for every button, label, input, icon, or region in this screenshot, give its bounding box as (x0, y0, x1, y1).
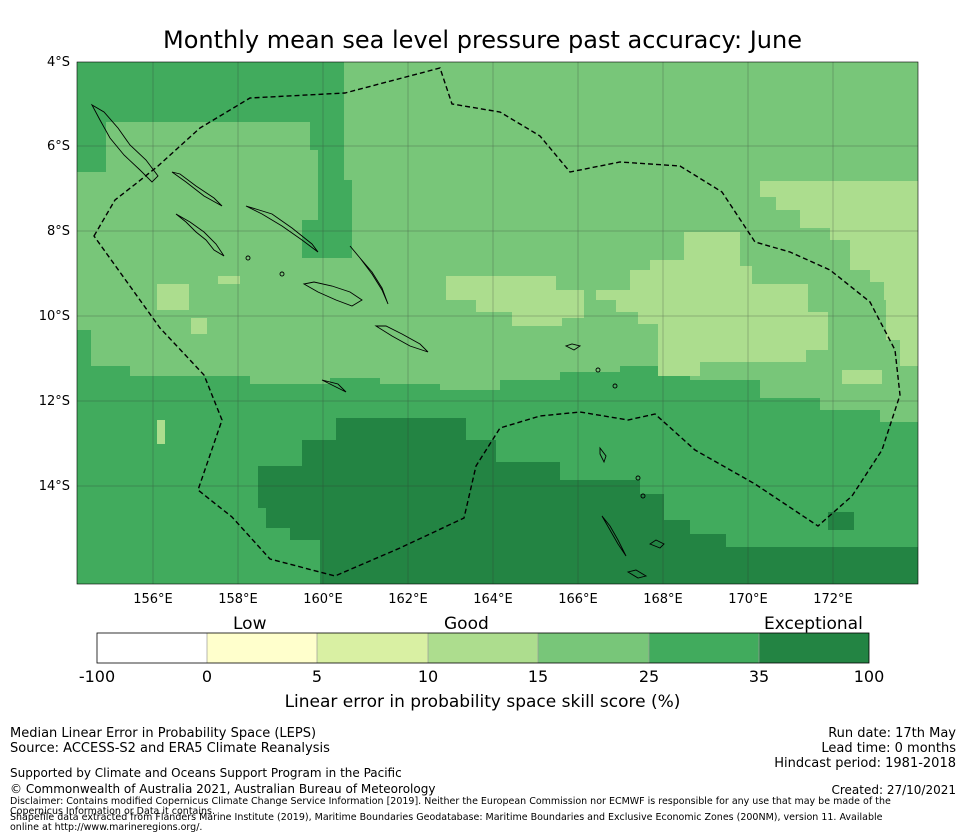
lon-label-158e: 158°E (218, 592, 258, 607)
colorbar-category-good: Good (444, 614, 489, 634)
colorbar-tick-10: 10 (417, 667, 439, 686)
map-title: Monthly mean sea level pressure past acc… (162, 26, 802, 54)
colorbar-category-exceptional: Exceptional (764, 614, 863, 634)
bougainville-island (90, 103, 159, 183)
anuta-island (612, 383, 618, 389)
footer-lead-time: Lead time: 0 months (821, 741, 956, 756)
region-25-35-small (157, 420, 165, 444)
lon-label-156e: 156°E (133, 592, 173, 607)
vanua-lava-island (599, 446, 607, 464)
region-25-35-northwest (77, 62, 344, 122)
malaita-island (349, 245, 389, 305)
footer-run-date: Run date: 17th May (828, 726, 956, 741)
colorbar-label: Linear error in probability space skill … (284, 692, 681, 712)
guadalcanal-island (302, 281, 363, 307)
footer-support: Supported by Climate and Oceans Support … (10, 766, 402, 780)
colorbar-category-low: Low (233, 614, 267, 634)
colorbar-tick-0: 0 (201, 667, 213, 686)
region-25-35-central (302, 62, 352, 258)
lon-label-166e: 166°E (558, 592, 598, 607)
region-10-15-east (760, 181, 918, 300)
coastlines (90, 103, 665, 579)
footer-disclaimer: Disclaimer: Contains modified Copernicus… (10, 796, 891, 817)
eez-boundary (93, 67, 901, 577)
lat-label-10s: 10°S (38, 309, 70, 324)
colorbar-tick-100: 100 (853, 667, 885, 686)
region-10-15-small2 (218, 276, 240, 284)
pentecost-island (640, 493, 646, 499)
colorbar-segment-white (97, 633, 207, 663)
colorbar-tick-15: 15 (527, 667, 549, 686)
footer-method: Median Linear Error in Probability Space… (10, 726, 317, 741)
efate-island (626, 569, 648, 579)
region-10-15-small1 (191, 318, 207, 334)
colorbar-segment-35-100 (759, 633, 869, 663)
lat-label-4s: 4°S (46, 55, 70, 70)
small-islet-2 (245, 255, 251, 261)
skill-map (76, 61, 919, 585)
tikopia-island (595, 367, 601, 373)
rennell-island (321, 379, 347, 393)
colorbar-segment-25-35 (649, 633, 759, 663)
new-georgia-islands (175, 213, 225, 257)
footer-created: Created: 27/10/2021 (831, 783, 956, 797)
lat-label-14s: 14°S (38, 479, 70, 494)
footer-shapefile: Shapefile data extracted from Flanders M… (10, 812, 883, 833)
footer-copyright: © Commonwealth of Australia 2021, Austra… (10, 782, 436, 796)
region-25-35-west-strip (77, 62, 106, 172)
map-frame (76, 61, 919, 585)
maewo-island (635, 475, 641, 481)
choiseul-island (171, 171, 223, 207)
malekula-island (649, 539, 665, 549)
santa-cruz-island (564, 343, 582, 351)
region-35-100 (258, 418, 918, 584)
colorbar-frame (96, 632, 870, 664)
colorbar (96, 632, 870, 664)
region-10-15-west (157, 284, 189, 310)
lat-label-8s: 8°S (46, 224, 70, 239)
lon-label-162e: 162°E (388, 592, 428, 607)
gridlines (77, 62, 918, 584)
small-islet-1 (279, 271, 285, 277)
colorbar-tick-25: 25 (638, 667, 660, 686)
lon-label-168e: 168°E (643, 592, 683, 607)
footer-hindcast: Hindcast period: 1981-2018 (774, 756, 956, 771)
region-10-15-central (596, 232, 828, 376)
lon-label-172e: 172°E (813, 592, 853, 607)
colorbar-segment-5-10 (317, 633, 428, 663)
espiritu-santo-island (601, 515, 627, 557)
makira-island (374, 325, 429, 353)
footer-source: Source: ACCESS-S2 and ERA5 Climate Reana… (10, 741, 330, 756)
colorbar-segment-10-15 (428, 633, 538, 663)
lat-label-6s: 6°S (46, 139, 70, 154)
lon-label-164e: 164°E (473, 592, 513, 607)
lat-label-12s: 12°S (38, 394, 70, 409)
colorbar-segment-0-5 (207, 633, 317, 663)
lon-label-170e: 170°E (728, 592, 768, 607)
region-10-15-small3 (842, 370, 882, 384)
colorbar-segment-15-25 (538, 633, 649, 663)
region-25-35-west-edge (77, 330, 91, 370)
colorbar-tick-5: 5 (311, 667, 323, 686)
region-10-15-middle (446, 276, 584, 326)
region-10-15-far-east (886, 300, 918, 366)
colorbar-tick--100: -100 (78, 667, 116, 686)
colorbar-tick-35: 35 (748, 667, 770, 686)
lon-label-160e: 160°E (303, 592, 343, 607)
region-35-100-east (828, 512, 854, 530)
skill-field (77, 62, 918, 584)
santa-isabel-island (245, 205, 319, 253)
